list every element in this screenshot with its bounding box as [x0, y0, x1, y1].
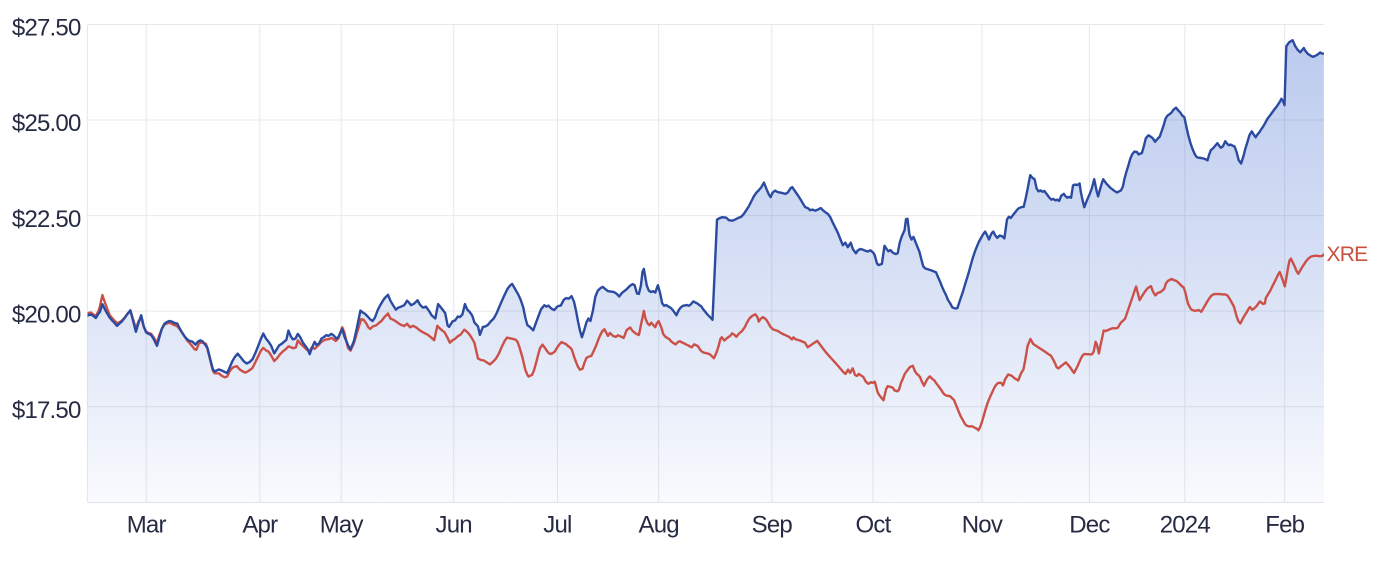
svg-text:Feb: Feb	[1265, 511, 1304, 538]
svg-text:$25.00: $25.00	[12, 110, 81, 137]
svg-text:Apr: Apr	[242, 511, 278, 538]
svg-text:Dec: Dec	[1069, 511, 1110, 538]
svg-text:Aug: Aug	[639, 511, 679, 538]
svg-text:Jul: Jul	[543, 511, 571, 538]
svg-text:$17.50: $17.50	[12, 397, 81, 424]
svg-text:$22.50: $22.50	[12, 206, 81, 233]
svg-text:Sep: Sep	[752, 511, 793, 538]
svg-text:XRE: XRE	[1327, 243, 1369, 266]
svg-text:$27.50: $27.50	[12, 15, 81, 42]
svg-text:Oct: Oct	[856, 511, 892, 538]
svg-text:May: May	[320, 511, 364, 538]
svg-text:Jun: Jun	[436, 511, 472, 538]
svg-text:Nov: Nov	[962, 511, 1003, 538]
svg-text:2024: 2024	[1160, 511, 1211, 538]
svg-text:$20.00: $20.00	[12, 301, 81, 328]
svg-text:Mar: Mar	[127, 511, 167, 538]
